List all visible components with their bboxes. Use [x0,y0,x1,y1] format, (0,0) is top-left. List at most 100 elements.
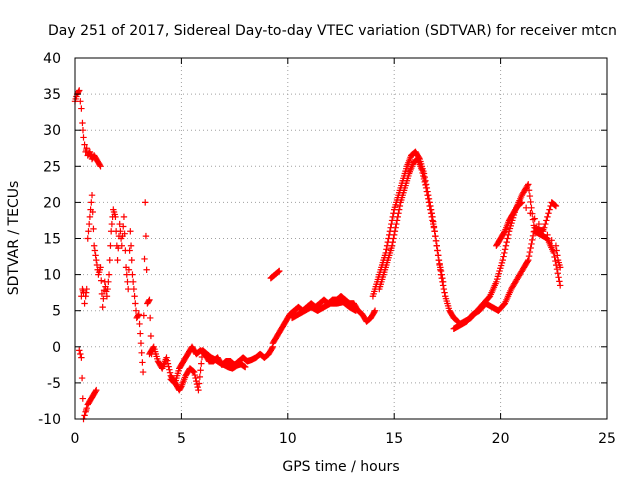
data-point [430,224,438,231]
data-points [71,87,564,423]
data-point [97,264,104,271]
data-point [116,220,123,228]
data-point [81,141,88,148]
data-point [517,200,524,207]
data-point [517,199,525,207]
data-point [79,395,87,402]
data-point [105,271,113,278]
y-axis-label: SDTVAR / TECUs [6,181,22,296]
data-point [90,225,97,233]
data-point [499,256,506,264]
data-point [77,98,84,105]
data-point [427,206,434,213]
data-point [524,258,531,265]
data-point [126,247,133,254]
data-point [556,282,564,289]
data-point [125,285,132,293]
y-tick-label: -10 [38,412,61,428]
data-point [432,232,439,240]
data-point [436,260,443,267]
x-tick-label: 15 [385,431,403,447]
data-point [165,363,172,370]
data-point [529,216,537,223]
data-point [420,172,427,180]
data-point [530,228,538,235]
data-point [100,295,107,302]
data-point [106,256,113,264]
data-point [393,220,400,228]
data-point [502,242,510,249]
data-point [146,314,154,322]
data-point [164,360,172,367]
data-point [432,237,440,245]
data-point [194,383,201,391]
data-point [130,285,138,293]
data-point [425,199,433,206]
data-point [437,267,445,275]
data-point [125,266,133,273]
data-point [138,349,145,357]
data-point [97,163,104,170]
data-point [438,271,445,278]
data-point [105,278,112,286]
y-tick-label: 40 [43,51,61,67]
data-point [120,213,128,221]
data-point [143,266,150,273]
data-point [518,199,526,206]
data-point [76,347,83,354]
data-point [90,242,98,249]
data-point [190,368,197,375]
data-point [528,240,535,248]
data-point [429,217,436,224]
data-point [546,206,553,213]
data-point [196,373,204,381]
data-point [96,161,104,169]
data-point [78,354,85,361]
data-point [81,300,88,307]
data-point [91,247,99,254]
data-point [166,366,173,373]
data-point [189,367,196,375]
y-tick-label: 30 [43,123,61,139]
data-point [525,187,533,194]
data-point [395,210,402,217]
data-point [548,237,555,244]
data-point [542,220,549,228]
x-tick-labels: 0 5 10 15 20 25 [71,431,616,447]
data-point [552,202,559,209]
grid [75,58,607,419]
data-point [428,213,435,221]
data-point [434,247,441,254]
y-tick-label: 5 [52,304,61,320]
data-point [93,261,101,269]
data-point [139,368,147,376]
data-point [392,224,399,231]
data-point [129,278,137,286]
data-point [424,191,431,199]
data-point [99,303,106,311]
data-point [134,312,142,319]
data-point [555,274,562,281]
data-point [421,178,428,186]
data-point [127,242,135,249]
data-point [146,296,153,304]
data-point [85,220,93,228]
data-point [535,220,543,228]
data-point [525,256,532,264]
data-point [371,307,379,314]
data-point [131,293,138,300]
data-point [551,201,558,209]
data-point [504,235,511,242]
data-point [198,360,205,367]
data-point [391,231,398,239]
data-point [132,300,139,307]
data-point [500,229,508,236]
data-point [108,220,116,228]
data-point [88,199,95,206]
data-point [500,253,507,260]
data-point [104,285,111,293]
data-point [431,228,438,235]
x-axis-label: GPS time / hours [282,459,399,475]
data-point [142,199,149,206]
data-point [418,166,426,174]
